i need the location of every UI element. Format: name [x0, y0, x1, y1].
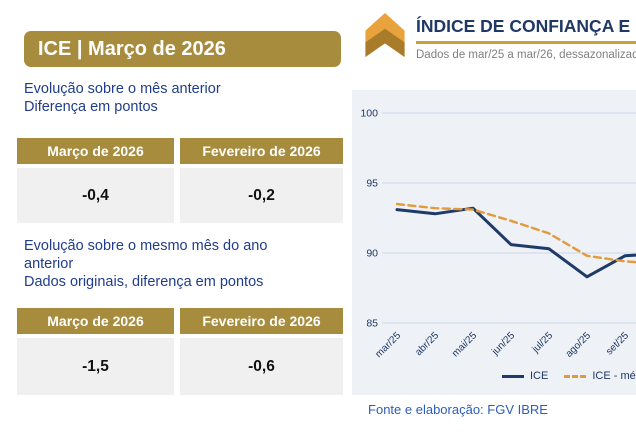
series-line-solid [395, 206, 636, 279]
x-tick-label: set/25 [604, 330, 631, 357]
x-tick-label: mai/25 [450, 330, 479, 359]
legend-item-ice: ICE [502, 370, 548, 382]
confidence-line-chart: 85 90 95 100 mar/25 abr/25 mai/25 jun/25 jul/25 a… [352, 90, 636, 395]
y-tick-label: 95 [366, 178, 378, 190]
report-title: ÍNDICE DE CONFIANÇA E [416, 16, 631, 36]
table2-value-march: -1,5 [17, 338, 174, 395]
x-tick-label: jun/25 [489, 330, 517, 358]
x-tick-label: jul/25 [530, 330, 556, 356]
table1-col-header-february: Fevereiro de 2026 [180, 138, 343, 164]
y-tick-label: 90 [366, 248, 378, 260]
x-tick-label: mar/25 [373, 330, 403, 360]
table1-col-header-march: Março de 2026 [17, 138, 174, 164]
table2-col-header-march: Março de 2026 [17, 308, 174, 334]
fgv-sondagem-chevron-icon [365, 12, 405, 58]
series-line-dashed [395, 202, 636, 264]
report-subtitle: Dados de mar/25 a mar/26, dessazonalizad [416, 49, 636, 61]
month-over-month-table: Março de 2026 Fevereiro de 2026 -0,4 -0,… [17, 138, 343, 223]
table1-value-march: -0,4 [17, 168, 174, 223]
source-note: Fonte e elaboração: FGV IBRE [368, 402, 548, 417]
y-tick-label: 85 [366, 318, 378, 330]
section1-description: Evolução sobre o mês anterior Diferença … [24, 81, 221, 115]
title-underline [416, 41, 636, 44]
y-tick-label: 100 [360, 108, 378, 120]
x-tick-label: abr/25 [413, 330, 441, 358]
ice-month-banner: ICE | Março de 2026 [24, 31, 341, 67]
chart-canvas: 85 90 95 100 mar/25 abr/25 mai/25 jun/25 jul/25 a… [360, 108, 636, 360]
x-tick-label: ago/25 [564, 330, 594, 360]
table1-value-february: -0,2 [180, 168, 343, 223]
legend-item-ice-moving-average: ICE - mé [564, 370, 636, 382]
ice-dashed-line-swatch-icon [564, 374, 587, 378]
section2-description: Evolução sobre o mesmo mês do ano anteri… [24, 238, 268, 290]
legend-label-ice-moving-average: ICE - mé [592, 370, 636, 382]
year-over-year-table: Março de 2026 Fevereiro de 2026 -1,5 -0,… [17, 308, 343, 395]
table2-col-header-february: Fevereiro de 2026 [180, 308, 343, 334]
ice-line-swatch-icon [502, 374, 524, 378]
legend-label-ice: ICE [530, 370, 549, 382]
chart-legend: ICE ICE - mé [502, 370, 636, 382]
table2-value-february: -0,6 [180, 338, 343, 395]
